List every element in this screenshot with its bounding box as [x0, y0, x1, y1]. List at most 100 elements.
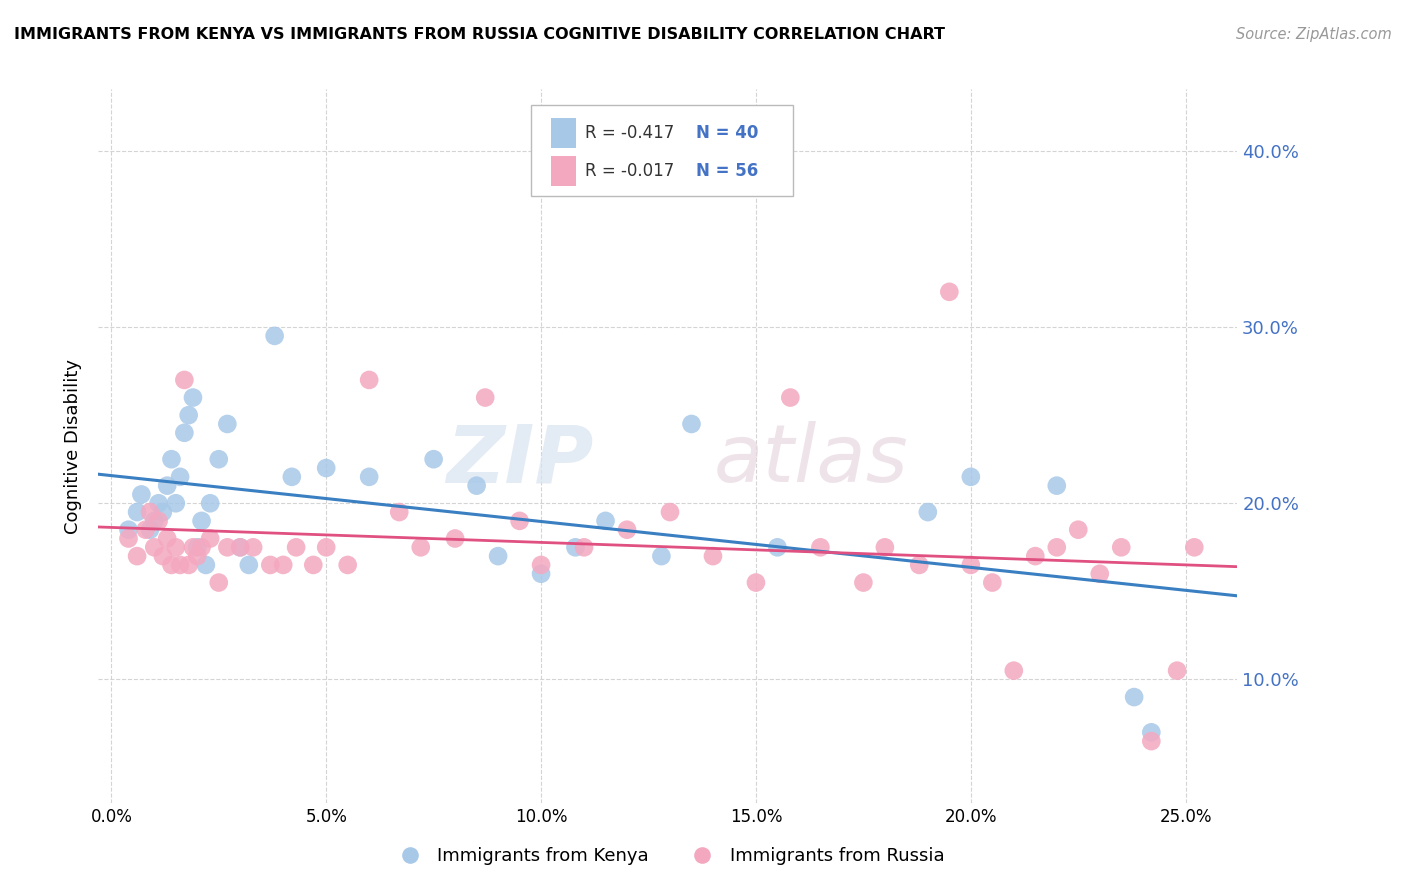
- Point: [302, 558, 325, 572]
- Point: [143, 514, 166, 528]
- FancyBboxPatch shape: [551, 119, 575, 148]
- Point: [509, 514, 531, 528]
- Text: R = -0.417: R = -0.417: [585, 125, 673, 143]
- Point: [530, 566, 553, 581]
- Point: [229, 541, 252, 555]
- Point: [486, 549, 509, 563]
- Point: [281, 470, 304, 484]
- Point: [160, 452, 183, 467]
- Point: [177, 408, 200, 422]
- Point: [186, 541, 208, 555]
- Point: [336, 558, 359, 572]
- Legend: Immigrants from Kenya, Immigrants from Russia: Immigrants from Kenya, Immigrants from R…: [384, 840, 952, 872]
- Text: N = 40: N = 40: [696, 125, 759, 143]
- Text: R = -0.017: R = -0.017: [585, 161, 673, 179]
- Point: [572, 541, 595, 555]
- Point: [127, 549, 149, 563]
- Point: [1002, 664, 1025, 678]
- Point: [1123, 690, 1146, 704]
- Text: Source: ZipAtlas.com: Source: ZipAtlas.com: [1236, 27, 1392, 42]
- Point: [181, 391, 204, 405]
- Point: [198, 532, 221, 546]
- Point: [181, 541, 204, 555]
- Point: [152, 505, 174, 519]
- Point: [127, 505, 149, 519]
- Point: [1182, 541, 1205, 555]
- Point: [152, 549, 174, 563]
- Point: [173, 425, 195, 440]
- Point: [917, 505, 939, 519]
- Point: [1024, 549, 1046, 563]
- Point: [131, 487, 153, 501]
- Point: [444, 532, 467, 546]
- Point: [165, 541, 187, 555]
- Point: [148, 514, 170, 528]
- Point: [198, 496, 221, 510]
- Point: [217, 541, 239, 555]
- Y-axis label: Cognitive Disability: Cognitive Disability: [65, 359, 83, 533]
- Text: ZIP: ZIP: [447, 421, 593, 500]
- Point: [190, 541, 212, 555]
- Point: [208, 452, 231, 467]
- Point: [315, 541, 337, 555]
- Point: [217, 417, 239, 431]
- FancyBboxPatch shape: [551, 155, 575, 186]
- Point: [1109, 541, 1132, 555]
- Point: [285, 541, 308, 555]
- Point: [409, 541, 432, 555]
- Point: [186, 549, 208, 563]
- Point: [616, 523, 638, 537]
- Point: [156, 532, 179, 546]
- Point: [474, 391, 496, 405]
- Point: [143, 541, 166, 555]
- Text: atlas: atlas: [713, 421, 908, 500]
- Point: [173, 373, 195, 387]
- Point: [1088, 566, 1111, 581]
- Point: [810, 541, 832, 555]
- FancyBboxPatch shape: [531, 105, 793, 196]
- Point: [388, 505, 411, 519]
- Point: [139, 505, 162, 519]
- Point: [959, 558, 981, 572]
- Point: [229, 541, 252, 555]
- Point: [564, 541, 586, 555]
- Point: [1166, 664, 1188, 678]
- Point: [1140, 734, 1163, 748]
- Point: [242, 541, 264, 555]
- Point: [194, 558, 217, 572]
- Point: [873, 541, 896, 555]
- Point: [1140, 725, 1163, 739]
- Point: [135, 523, 157, 537]
- Point: [117, 523, 139, 537]
- Point: [156, 478, 179, 492]
- Point: [650, 549, 672, 563]
- Point: [595, 514, 617, 528]
- Point: [681, 417, 703, 431]
- Point: [169, 470, 191, 484]
- Point: [530, 558, 553, 572]
- Point: [852, 575, 875, 590]
- Point: [315, 461, 337, 475]
- Point: [1046, 541, 1069, 555]
- Point: [139, 523, 162, 537]
- Point: [959, 470, 981, 484]
- Point: [165, 496, 187, 510]
- Point: [359, 373, 381, 387]
- Point: [908, 558, 931, 572]
- Point: [359, 470, 381, 484]
- Point: [263, 329, 285, 343]
- Point: [659, 505, 682, 519]
- Point: [271, 558, 294, 572]
- Point: [117, 532, 139, 546]
- Point: [208, 575, 231, 590]
- Point: [238, 558, 260, 572]
- Point: [745, 575, 768, 590]
- Point: [177, 558, 200, 572]
- Point: [465, 478, 488, 492]
- Point: [1046, 478, 1069, 492]
- Point: [190, 514, 212, 528]
- Point: [766, 541, 789, 555]
- Point: [779, 391, 801, 405]
- Point: [160, 558, 183, 572]
- Point: [148, 496, 170, 510]
